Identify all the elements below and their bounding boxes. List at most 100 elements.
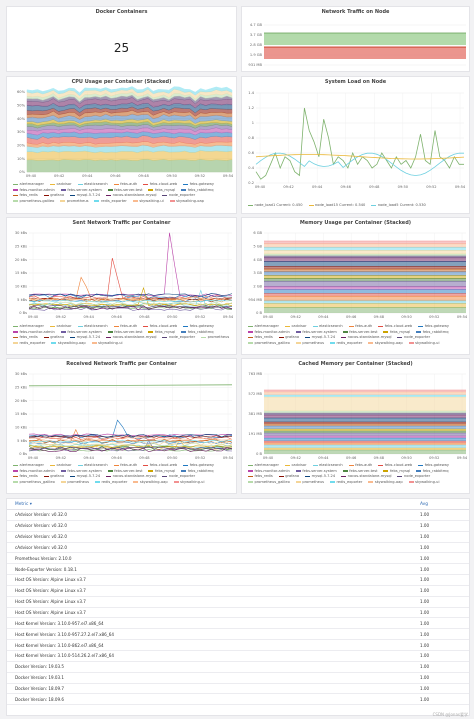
legend-item[interactable]: mysql-5.7.24	[70, 193, 100, 198]
legend-item[interactable]: skywalking-ui	[173, 480, 204, 485]
legend-item[interactable]: febs_redis	[13, 193, 38, 198]
legend-item[interactable]: skywalking-oap	[368, 480, 403, 485]
legend-item[interactable]: febs-server-system	[295, 469, 337, 474]
legend-item[interactable]: alertmanager	[248, 463, 279, 468]
legend-item[interactable]: alertmanager	[13, 324, 44, 329]
legend-item[interactable]: febs-cloud-web	[143, 324, 177, 329]
legend-item[interactable]: nacos-standalone-mysql	[341, 474, 391, 479]
legend-item[interactable]: febs-server-test	[342, 469, 377, 474]
legend-item[interactable]: febs_mysql	[383, 469, 410, 474]
legend-item[interactable]: febs_mysql	[148, 330, 175, 335]
legend-item[interactable]: nacos-standalone-mysql	[341, 335, 391, 340]
legend-item[interactable]: febs-monitor-admin	[13, 188, 55, 193]
legend-item[interactable]: skywalking-oap	[133, 480, 168, 485]
legend-item[interactable]: febs-cloud-web	[378, 463, 412, 468]
legend-item[interactable]: febs-server-test	[107, 330, 142, 335]
legend-item[interactable]: prometheus_galileo	[248, 480, 290, 485]
legend-item[interactable]: prometheus	[60, 199, 88, 204]
legend-item[interactable]: node_load1 Current: 0.450	[248, 203, 303, 208]
legend-item[interactable]: node_exporter	[397, 474, 430, 479]
legend-item[interactable]: febs_rabbitmq	[181, 188, 214, 193]
legend-item[interactable]: febs_rabbitmq	[181, 330, 214, 335]
legend-item[interactable]: febs-server-system	[60, 469, 102, 474]
legend-item[interactable]: febs_redis	[13, 474, 38, 479]
legend-item[interactable]: redis_exporter	[329, 341, 362, 346]
legend-item[interactable]: elasticsearch	[77, 182, 108, 187]
legend-item[interactable]: febs_redis	[13, 335, 38, 340]
metric-column-header[interactable]: Metric ▾	[15, 501, 32, 507]
legend-item[interactable]: febs-monitor-admin	[13, 330, 55, 335]
legend-item[interactable]: skywalking-ui	[132, 199, 164, 204]
legend-item[interactable]: redis_exporter	[329, 480, 362, 485]
legend-item[interactable]: prometheus-galileo	[13, 199, 54, 204]
legend-item[interactable]: grafana	[43, 335, 64, 340]
legend-item[interactable]: febs-auth	[348, 463, 372, 468]
legend-item[interactable]: redis_exporter	[13, 341, 45, 346]
legend-item[interactable]: mysql-5.7.24	[305, 474, 335, 479]
legend-item[interactable]: node_exporter	[162, 193, 195, 198]
legend-item[interactable]: febs-server-test	[107, 188, 142, 193]
legend-item[interactable]: febs-gateway	[183, 324, 214, 329]
legend-item[interactable]: mysql-5.7.24	[70, 335, 100, 340]
legend-item[interactable]: febs-server-system	[295, 330, 337, 335]
legend-item[interactable]: alertmanager	[13, 182, 44, 187]
legend-item[interactable]: febs-cloud-web	[143, 463, 177, 468]
legend-item[interactable]: febs-auth	[348, 324, 372, 329]
legend-item[interactable]: febs-server-test	[107, 469, 142, 474]
legend-item[interactable]: prometheus	[295, 480, 324, 485]
legend-item[interactable]: alertmanager	[248, 324, 279, 329]
legend-item[interactable]: grafana	[43, 474, 64, 479]
legend-item[interactable]: febs_redis	[248, 335, 273, 340]
legend-item[interactable]: skywalking-oap	[368, 341, 403, 346]
legend-item[interactable]: febs_mysql	[148, 469, 175, 474]
legend-item[interactable]: node_load15 Current: 0.540	[308, 203, 365, 208]
legend-item[interactable]: node_exporter	[397, 335, 430, 340]
legend-item[interactable]: grafana	[278, 474, 299, 479]
legend-item[interactable]: skywalking-oap	[169, 199, 204, 204]
legend-item[interactable]: febs_rabbitmq	[416, 469, 449, 474]
legend-item[interactable]: febs-monitor-admin	[13, 469, 55, 474]
legend-item[interactable]: febs-auth	[113, 182, 137, 187]
avg-column-header[interactable]: Avg	[420, 501, 428, 507]
legend-item[interactable]: febs_rabbitmq	[416, 330, 449, 335]
legend-item[interactable]: cadvisor	[49, 182, 72, 187]
legend-item[interactable]: grafana	[43, 193, 64, 198]
legend-item[interactable]: skywalking-ui	[408, 480, 439, 485]
legend-item[interactable]: nacos-standalone-mysql	[106, 193, 156, 198]
legend-item[interactable]: skywalking-ui	[91, 341, 122, 346]
legend-item[interactable]: febs-server-system	[60, 330, 102, 335]
legend-item[interactable]: febs-gateway	[418, 324, 449, 329]
legend-item[interactable]: prometheus_galileo	[13, 480, 55, 485]
legend-item[interactable]: febs-monitor-admin	[248, 330, 290, 335]
legend-item[interactable]: cadvisor	[284, 324, 307, 329]
legend-item[interactable]: prometheus	[201, 335, 229, 340]
legend-item[interactable]: febs-auth	[113, 324, 137, 329]
legend-item[interactable]: grafana	[278, 335, 299, 340]
legend-item[interactable]: prometheus	[295, 341, 324, 346]
legend-item[interactable]: redis_exporter	[94, 199, 127, 204]
legend-item[interactable]: cadvisor	[49, 463, 72, 468]
legend-item[interactable]: nacos-standalone-mysql	[106, 474, 156, 479]
legend-item[interactable]: prometheus_galileo	[248, 341, 290, 346]
legend-item[interactable]: febs-gateway	[183, 463, 214, 468]
legend-item[interactable]: febs_mysql	[148, 188, 175, 193]
legend-item[interactable]: elasticsearch	[77, 324, 108, 329]
legend-item[interactable]: skywalking-oap	[51, 341, 86, 346]
legend-item[interactable]: febs-server-system	[60, 188, 102, 193]
legend-item[interactable]: redis_exporter	[94, 480, 127, 485]
legend-item[interactable]: febs-cloud-web	[143, 182, 177, 187]
legend-item[interactable]: alertmanager	[13, 463, 44, 468]
legend-item[interactable]: cadvisor	[49, 324, 72, 329]
legend-item[interactable]: febs-cloud-web	[378, 324, 412, 329]
legend-item[interactable]: node_exporter	[162, 335, 195, 340]
legend-item[interactable]: febs-server-test	[342, 330, 377, 335]
legend-item[interactable]: febs_rabbitmq	[181, 469, 214, 474]
legend-item[interactable]: elasticsearch	[312, 463, 343, 468]
legend-item[interactable]: febs_mysql	[383, 330, 410, 335]
legend-item[interactable]: febs-auth	[113, 463, 137, 468]
legend-item[interactable]: mysql-5.7.24	[70, 474, 100, 479]
legend-item[interactable]: nacos-standalone-mysql	[106, 335, 156, 340]
legend-item[interactable]: febs_redis	[248, 474, 273, 479]
legend-item[interactable]: elasticsearch	[77, 463, 108, 468]
legend-item[interactable]: febs-gateway	[183, 182, 214, 187]
